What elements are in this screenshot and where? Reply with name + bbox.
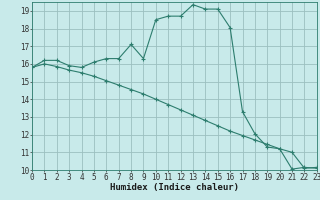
X-axis label: Humidex (Indice chaleur): Humidex (Indice chaleur) <box>110 183 239 192</box>
